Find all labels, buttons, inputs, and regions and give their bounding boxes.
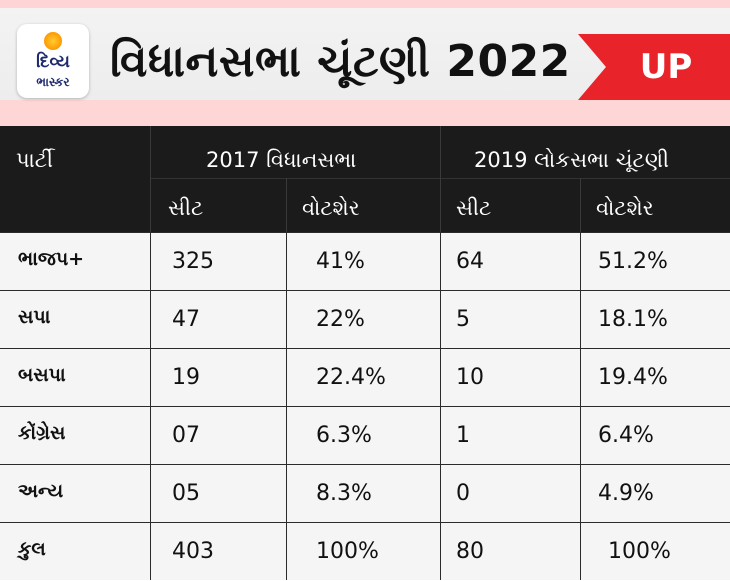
- seats-2017: 07: [172, 423, 200, 448]
- voteshare-2017: 41%: [316, 249, 365, 274]
- voteshare-2019: 19.4%: [598, 365, 668, 390]
- party-name: અન્ય: [18, 480, 64, 502]
- top-pink-band: [0, 0, 730, 8]
- table-row-total: કુલ 403 100% 80 100%: [0, 522, 730, 578]
- party-column-header: પાર્ટી: [16, 148, 54, 172]
- party-name: કુલ: [18, 538, 46, 560]
- seats-2017: 325: [172, 249, 214, 274]
- seats-2017: 47: [172, 307, 200, 332]
- seat-header-2019: સીટ: [456, 196, 492, 220]
- page-title: વિધાનસભા ચૂંટણી 2022: [110, 36, 571, 87]
- seats-2017: 19: [172, 365, 200, 390]
- voteshare-2019: 51.2%: [598, 249, 668, 274]
- header-col-divider: [150, 126, 151, 232]
- voteshare-2017: 8.3%: [316, 481, 372, 506]
- seats-2019: 10: [456, 365, 484, 390]
- voteshare-2019: 4.9%: [598, 481, 654, 506]
- logo-text-line1: દિવ્ય: [36, 52, 70, 72]
- voteshare-2019: 100%: [608, 539, 671, 564]
- badge-arrow-shape: [578, 34, 730, 100]
- seats-2017: 403: [172, 539, 214, 564]
- seats-2019: 80: [456, 539, 484, 564]
- table-row: ભાજપ+ 325 41% 64 51.2%: [0, 232, 730, 288]
- group-header-2017: 2017 વિધાનસભા: [206, 148, 357, 172]
- voteshare-2017: 22.4%: [316, 365, 386, 390]
- divya-bhaskar-logo: દિવ્ય ભાસ્કર: [17, 24, 89, 98]
- party-name: સપા: [18, 306, 51, 328]
- voteshare-2017: 100%: [316, 539, 379, 564]
- table-header: પાર્ટી 2017 વિધાનસભા 2019 લોકસભા ચૂંટણી …: [0, 126, 730, 232]
- seats-2019: 5: [456, 307, 470, 332]
- seat-header-2017: સીટ: [168, 196, 204, 220]
- table-row: સપા 47 22% 5 18.1%: [0, 290, 730, 346]
- table-row: અન્ય 05 8.3% 0 4.9%: [0, 464, 730, 520]
- seats-2019: 1: [456, 423, 470, 448]
- seats-2019: 0: [456, 481, 470, 506]
- party-name: બસપા: [18, 364, 66, 386]
- sun-icon: [44, 32, 62, 50]
- header-pink-strip: [0, 100, 730, 126]
- state-badge: UP: [578, 34, 730, 100]
- voteshare-2017: 22%: [316, 307, 365, 332]
- voteshare-2019: 6.4%: [598, 423, 654, 448]
- results-table: પાર્ટી 2017 વિધાનસભા 2019 લોકસભા ચૂંટણી …: [0, 126, 730, 580]
- party-name: કોંગ્રેસ: [18, 422, 66, 444]
- party-name: ભાજપ+: [18, 248, 85, 270]
- voteshare-2019: 18.1%: [598, 307, 668, 332]
- voteshare-header-2019: વોટશેર: [596, 196, 654, 220]
- header-col-divider: [580, 178, 581, 232]
- state-badge-label: UP: [639, 47, 693, 87]
- seats-2017: 05: [172, 481, 200, 506]
- header-col-divider: [286, 178, 287, 232]
- group-header-2019: 2019 લોકસભા ચૂંટણી: [474, 148, 670, 172]
- voteshare-header-2017: વોટશેર: [302, 196, 360, 220]
- logo-text-line2: ભાસ્કર: [36, 75, 70, 89]
- header-col-divider: [440, 126, 441, 232]
- seats-2019: 64: [456, 249, 484, 274]
- voteshare-2017: 6.3%: [316, 423, 372, 448]
- table-row: બસપા 19 22.4% 10 19.4%: [0, 348, 730, 404]
- table-row: કોંગ્રેસ 07 6.3% 1 6.4%: [0, 406, 730, 462]
